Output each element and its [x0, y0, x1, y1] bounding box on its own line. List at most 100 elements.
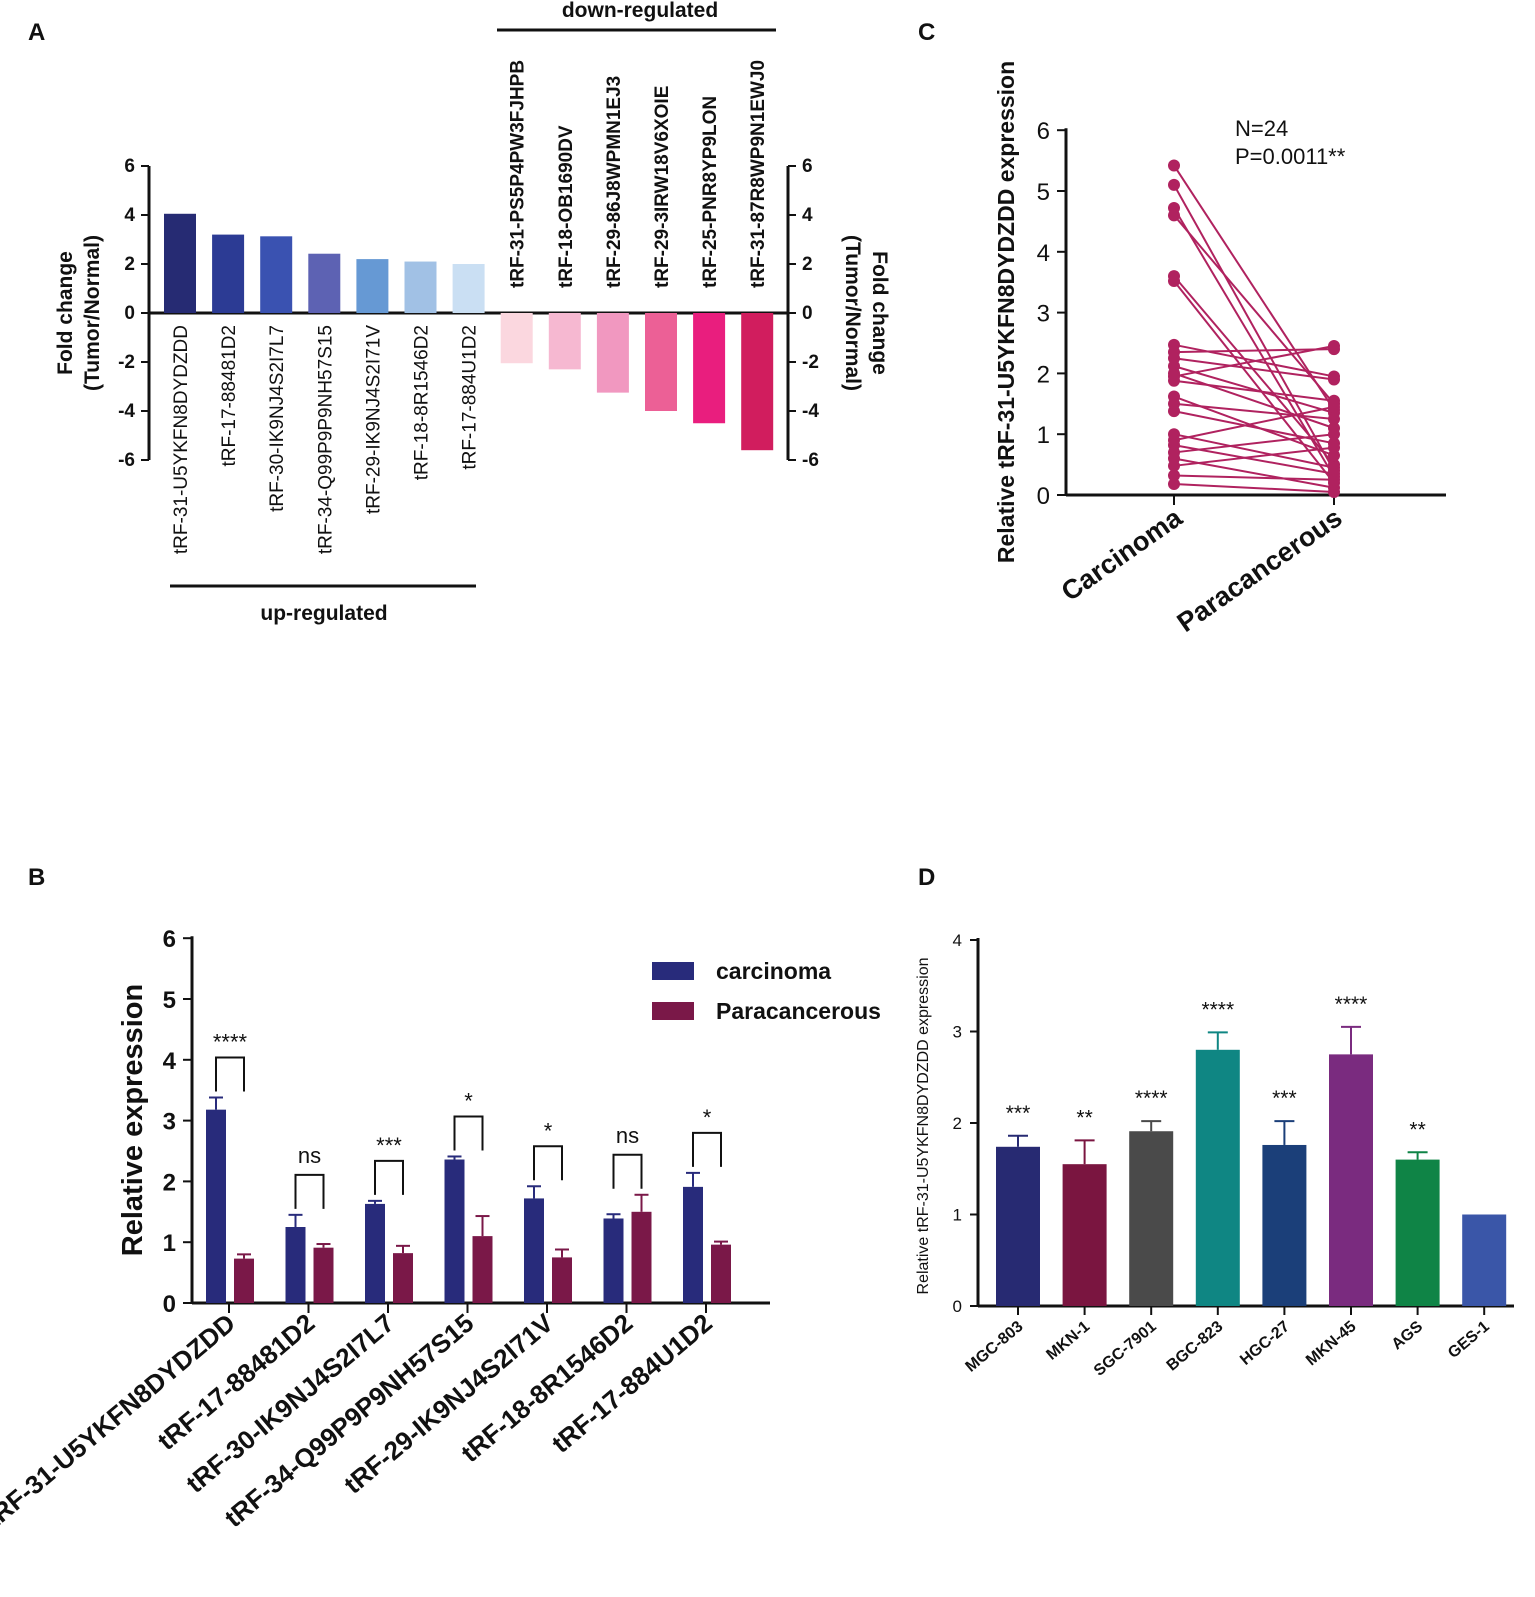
significance-label-b-3: ***: [376, 1133, 402, 1158]
significance-label-d-2: **: [1076, 1106, 1092, 1129]
y-axis-label-c: Relative tRF-31-U5YKFN8DYDZDD expression: [993, 61, 1019, 563]
point-c-carcinoma-16: [1168, 405, 1180, 418]
tick-label-b-y: 0: [163, 1291, 176, 1318]
bar-a-4: [308, 253, 341, 313]
category-label-a-1: tRF-31-U5YKFN8DYDZDD: [171, 325, 192, 554]
tick-label-d-y: 2: [953, 1114, 962, 1133]
significance-bracket-b: [294, 1173, 325, 1209]
point-c-paracancerous-18: [1328, 400, 1340, 413]
point-c-paracancerous-12: [1328, 340, 1340, 353]
tick-label-a-left: -6: [118, 450, 135, 471]
up-regulated-label: up-regulated: [260, 602, 387, 625]
panel-a-fold-change-chart: 6 6 4 4 2 2 0 0 -2 -2 -4 -4 -6 -6 tRF-31-U5YKFN8DYDZDD…: [54, 0, 891, 625]
significance-label-b-7: *: [703, 1105, 712, 1130]
category-label-a-4: tRF-34-Q99P9P9NH57S15: [315, 325, 336, 554]
tick-label-a-left: 4: [124, 205, 135, 226]
bar-b-carcinoma-6: [603, 1218, 624, 1303]
bar-b-carcinoma-1: [206, 1109, 226, 1303]
category-label-d-7: AGS: [1389, 1318, 1427, 1354]
bar-a-7: [452, 264, 485, 313]
y-axis-label-a-right-line1: Fold change: [868, 251, 891, 375]
panel-letter-d: D: [918, 864, 935, 891]
category-label-d-1: MGC-803: [963, 1318, 1027, 1376]
bar-a-5: [356, 259, 389, 313]
tick-label-c-y: 1: [1037, 422, 1050, 449]
significance-label-b-5: *: [544, 1118, 553, 1143]
pair-line-c-1: [1173, 164, 1335, 411]
bar-d-6: [1329, 1054, 1373, 1306]
pair-line-c-22: [1173, 446, 1335, 467]
tick-label-c-y: 4: [1037, 240, 1050, 267]
significance-label-d-4: ****: [1201, 998, 1234, 1021]
pair-line-c-2: [1173, 184, 1335, 472]
point-c-carcinoma-13: [1168, 374, 1180, 387]
bar-b-carcinoma-4: [444, 1159, 465, 1303]
down-regulated-label: down-regulated: [562, 0, 718, 22]
y-axis-label-b: Relative expression: [117, 984, 149, 1256]
bar-a-9: [548, 313, 581, 370]
bar-b-paracancerous-1: [234, 1258, 254, 1303]
tick-label-a-right: -6: [802, 450, 819, 471]
bar-a-11: [645, 313, 677, 411]
significance-label-b-1: ****: [213, 1029, 248, 1054]
pair-line-c-12: [1173, 345, 1335, 378]
category-label-c-2: Paracancerous: [1172, 502, 1348, 638]
bar-d-1: [996, 1146, 1040, 1306]
pair-line-c-17: [1173, 433, 1335, 469]
y-axis-label-a-left-line1: Fold change: [54, 251, 77, 375]
bar-b-paracancerous-2: [313, 1247, 334, 1303]
point-c-carcinoma-22: [1168, 459, 1180, 472]
tick-label-c-y: 0: [1037, 483, 1050, 510]
category-label-d-2: MKN-1: [1043, 1318, 1093, 1364]
tick-label-d-y: 0: [953, 1297, 962, 1316]
tick-label-c-y: 2: [1037, 361, 1050, 388]
bar-b-carcinoma-7: [683, 1186, 703, 1303]
category-label-d-4: BGC-823: [1164, 1318, 1227, 1375]
bar-a-3: [260, 236, 293, 313]
tick-label-b-y: 4: [163, 1048, 177, 1075]
significance-label-b-6: ns: [616, 1123, 639, 1148]
bar-b-paracancerous-5: [552, 1257, 572, 1303]
bar-b-paracancerous-7: [711, 1244, 731, 1303]
pair-line-c-20: [1173, 433, 1335, 454]
bar-d-3: [1129, 1131, 1174, 1306]
annotation-c-n: N=24: [1235, 116, 1288, 141]
bar-a-6: [404, 261, 437, 313]
significance-bracket-b: [692, 1131, 722, 1167]
point-c-carcinoma-23: [1168, 469, 1180, 482]
category-label-a-2: tRF-17-88481D2: [219, 325, 240, 467]
pair-line-c-13: [1173, 379, 1335, 402]
pair-line-c-11: [1173, 372, 1335, 430]
tick-label-a-left: -2: [118, 352, 135, 373]
significance-label-d-1: ***: [1006, 1102, 1031, 1125]
legend-label-b-2: Paracancerous: [716, 998, 881, 1024]
significance-bracket-b: [215, 1056, 245, 1092]
bar-d-2: [1062, 1164, 1107, 1306]
significance-label-b-2: ns: [298, 1143, 321, 1168]
category-label-d-8: GES-1: [1445, 1318, 1493, 1362]
category-label-a-5: tRF-29-IK9NJ4S2I71V: [363, 325, 384, 514]
bar-b-paracancerous-4: [472, 1236, 493, 1303]
panel-b-expression-chart: 0123456tRF-31-U5YKFN8DYDZDD****tRF-17-88…: [0, 926, 881, 1534]
legend-swatch-b-1: [652, 962, 694, 980]
bar-b-paracancerous-3: [393, 1253, 413, 1303]
pair-line-c-24: [1173, 483, 1335, 493]
panel-letter-c: C: [918, 19, 935, 46]
bar-b-carcinoma-3: [365, 1203, 385, 1303]
tick-label-a-left: 2: [124, 254, 135, 275]
point-c-carcinoma-2: [1168, 178, 1180, 191]
category-label-a-7: tRF-17-884U1D2: [460, 325, 481, 470]
pair-line-c-23: [1173, 474, 1335, 481]
category-label-d-5: HGC-27: [1237, 1318, 1293, 1369]
point-c-paracancerous-20: [1328, 428, 1340, 441]
category-label-a-8: tRF-31-PS5P4PW3FJHPB: [508, 60, 529, 288]
y-axis-label-a-right-line2: (Tumor/Normal): [841, 235, 864, 391]
point-c-paracancerous-23: [1328, 473, 1340, 486]
pair-line-c-9: [1173, 357, 1335, 381]
legend-swatch-b-2: [652, 1002, 694, 1020]
bar-d-5: [1262, 1144, 1307, 1306]
significance-label-d-6: ****: [1335, 993, 1368, 1016]
significance-label-d-5: ***: [1272, 1087, 1297, 1110]
bar-a-1: [164, 213, 196, 313]
